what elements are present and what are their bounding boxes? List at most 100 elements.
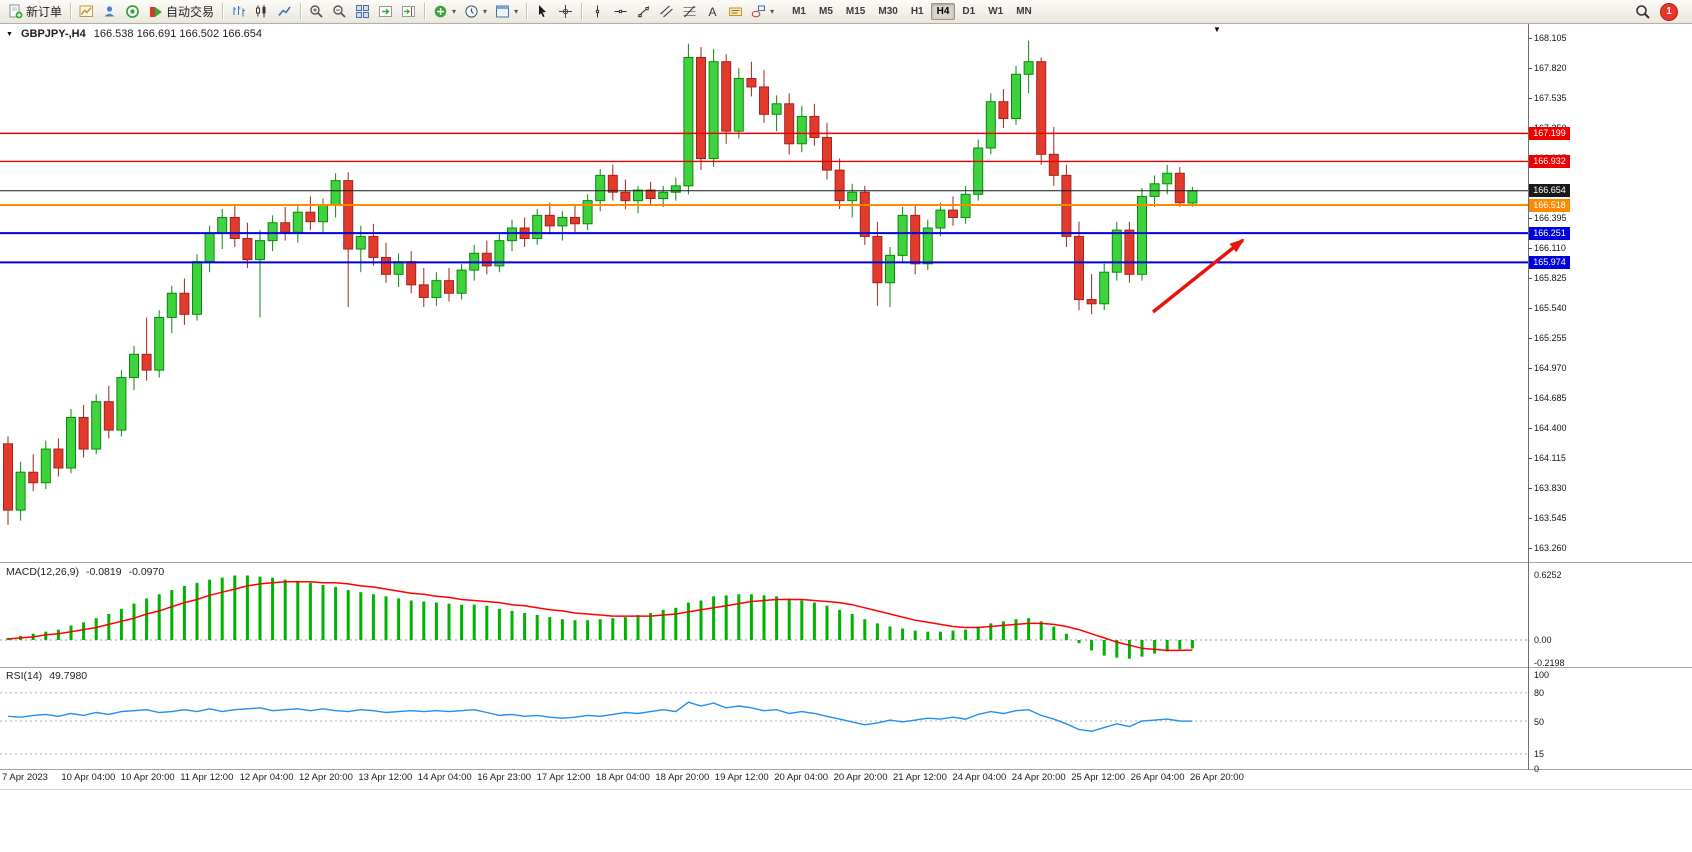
timeframe-d1-button[interactable]: D1 (962, 6, 976, 17)
macd-axis-label: 0.00 (1534, 635, 1552, 645)
toolbar: 新订单 自动交易 ▾ ▾ ▾ A ▾ M1 M5 M15 M30 H1 H4 D1 W1 MN 1 (0, 0, 1692, 24)
time-axis-label: 24 Apr 04:00 (952, 772, 1007, 783)
trendline-button[interactable] (632, 1, 655, 23)
price-tick-label: 165.255 (1534, 333, 1567, 343)
macd-axis-label: -0.2198 (1534, 657, 1565, 668)
text-button[interactable]: A (701, 1, 724, 23)
text-icon: A (705, 4, 720, 19)
macd-panel-chart[interactable] (0, 563, 1530, 667)
search-button[interactable] (1631, 1, 1654, 23)
new-order-button[interactable]: 新订单 (4, 1, 66, 23)
periods-button[interactable]: ▾ (460, 1, 491, 23)
auto-scroll-button[interactable] (374, 1, 397, 23)
price-badge-166.251: 166.251 (1529, 226, 1570, 240)
price-badge-167.199: 167.199 (1529, 126, 1570, 140)
time-axis-label: 18 Apr 20:00 (655, 772, 710, 783)
templates-button[interactable]: ▾ (491, 1, 522, 23)
indicators-button[interactable]: ▾ (429, 1, 460, 23)
horizontal-line-icon (613, 4, 628, 19)
macd-histogram (6, 575, 1194, 659)
timeframe-h4-button[interactable]: H4 (930, 3, 956, 20)
price-tick-mark (1528, 98, 1532, 99)
chart-shift-button[interactable] (397, 1, 420, 23)
timeframe-h1-button[interactable]: H1 (910, 6, 924, 17)
price-tick-mark (1528, 68, 1532, 69)
chevron-down-icon: ▾ (483, 7, 488, 16)
price-tick-label: 167.820 (1534, 63, 1567, 73)
price-badge-166.518: 166.518 (1529, 198, 1570, 212)
timeframe-mn-button[interactable]: MN (1016, 6, 1032, 17)
price-tick-label: 167.535 (1534, 93, 1567, 103)
panel-divider[interactable] (0, 667, 1692, 668)
macd-value-signal: -0.0970 (128, 566, 165, 578)
horizontal-line-button[interactable] (609, 1, 632, 23)
crosshair-button[interactable] (554, 1, 577, 23)
chart-shift-icon (401, 4, 416, 19)
auto-trading-label: 自动交易 (166, 5, 215, 19)
community-icon (125, 4, 140, 19)
panel-divider[interactable] (0, 562, 1692, 563)
shapes-icon (751, 4, 766, 19)
shapes-button[interactable]: ▾ (747, 1, 778, 23)
macd-name: MACD(12,26,9) (6, 566, 79, 578)
cursor-button[interactable] (531, 1, 554, 23)
community-button[interactable] (121, 1, 144, 23)
vertical-line-button[interactable] (586, 1, 609, 23)
line-chart-mode-icon (277, 4, 292, 19)
timeframe-m15-button[interactable]: M15 (845, 6, 866, 17)
chart-profiles-button[interactable] (75, 1, 98, 23)
price-tick-label: 168.105 (1534, 33, 1567, 43)
price-tick-label: 164.685 (1534, 393, 1567, 403)
timeframe-w1-button[interactable]: W1 (988, 6, 1004, 17)
price-tick-mark (1528, 428, 1532, 429)
rsi-panel-chart[interactable] (0, 668, 1530, 769)
zoom-out-icon (332, 4, 347, 19)
chevron-down-icon: ▾ (514, 7, 519, 16)
rsi-axis-label: 80 (1534, 688, 1545, 699)
profile-icon (102, 4, 117, 19)
equidistant-channel-icon (659, 4, 674, 19)
candlestick-chart[interactable] (0, 24, 1530, 563)
price-tick-label: 164.970 (1534, 363, 1567, 373)
search-icon (1635, 4, 1650, 19)
templates-icon (495, 4, 510, 19)
bar-chart-mode-button[interactable] (227, 1, 250, 23)
bar-chart-mode-icon (231, 4, 246, 19)
price-tick-label: 166.110 (1534, 243, 1566, 253)
zoom-out-button[interactable] (328, 1, 351, 23)
chart-header: ▼ GBPJPY-,H4 166.538 166.691 166.502 166… (6, 28, 262, 40)
candle-chart-mode-button[interactable] (250, 1, 273, 23)
line-chart-mode-button[interactable] (273, 1, 296, 23)
cursor-icon (535, 4, 550, 19)
auto-trading-button[interactable]: 自动交易 (144, 1, 218, 23)
time-axis-label: 21 Apr 12:00 (893, 772, 947, 783)
time-axis-label: 12 Apr 20:00 (299, 772, 353, 783)
profile-button[interactable] (98, 1, 121, 23)
text-label-button[interactable] (724, 1, 747, 23)
svg-text:A: A (709, 5, 717, 19)
tile-windows-button[interactable] (351, 1, 374, 23)
price-axis-border (1528, 24, 1529, 770)
tile-windows-icon (355, 4, 370, 19)
chart-collapse-icon[interactable]: ▼ (6, 30, 13, 38)
time-axis-label: 12 Apr 04:00 (239, 772, 294, 783)
fibonacci-button[interactable] (678, 1, 701, 23)
timeframe-m30-button[interactable]: M30 (878, 6, 898, 17)
timeframe-m1-button[interactable]: M1 (792, 6, 806, 17)
price-tick-mark (1528, 338, 1532, 339)
price-tick-label: 166.395 (1534, 213, 1567, 223)
price-tick-mark (1528, 398, 1532, 399)
zoom-in-button[interactable] (305, 1, 328, 23)
auto-scroll-icon (378, 4, 393, 19)
window-bottom-edge (0, 789, 1692, 790)
toolbar-separator (222, 3, 224, 20)
equidistant-channel-button[interactable] (655, 1, 678, 23)
trend-arrow[interactable] (1151, 238, 1245, 314)
notification-badge[interactable]: 1 (1660, 2, 1678, 21)
new-order-icon (8, 4, 23, 19)
timeframe-m5-button[interactable]: M5 (819, 6, 833, 17)
price-tick-label: 163.545 (1534, 513, 1567, 523)
vertical-line-icon (590, 4, 605, 19)
candles (3, 40, 1198, 525)
price-tick-mark (1528, 458, 1532, 459)
